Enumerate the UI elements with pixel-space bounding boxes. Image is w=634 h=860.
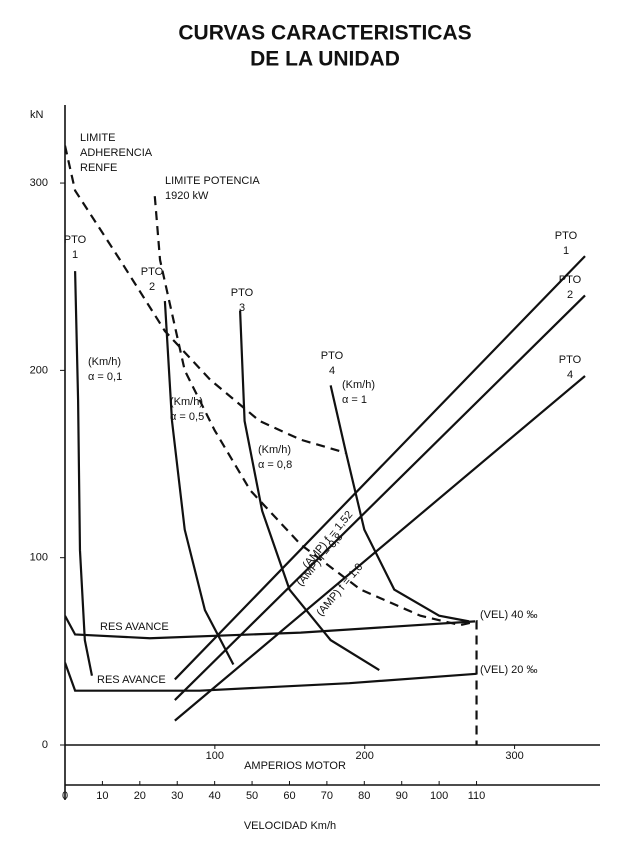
x-tick-label: 90: [396, 790, 408, 802]
annotation: PTO: [141, 266, 164, 278]
y-tick-label: 200: [30, 364, 48, 376]
curve: [238, 310, 380, 672]
curve: [329, 385, 470, 623]
curve: [174, 375, 586, 722]
annotation: (Km/h): [88, 356, 121, 368]
annotation: PTO: [559, 274, 582, 286]
x-tick-label: 30: [171, 790, 183, 802]
annotation: 3: [239, 302, 245, 314]
annotation: PTO: [64, 234, 87, 246]
y-tick-label: 0: [42, 739, 48, 751]
annotation: 1: [563, 245, 569, 257]
x2-tick-label: 300: [505, 750, 523, 762]
x2-tick-label: 100: [206, 750, 224, 762]
annotation: 2: [149, 281, 155, 293]
annotation: α = 0,8: [258, 459, 292, 471]
annotation: PTO: [231, 287, 254, 299]
x2-tick-label: 200: [356, 750, 374, 762]
curve: [163, 300, 235, 665]
annotation: RES AVANCE: [100, 621, 169, 633]
annotation: (Km/h): [170, 396, 203, 408]
x-tick-label: 60: [283, 790, 295, 802]
annotation: α = 0,5: [170, 411, 204, 423]
annotation: 1920 kW: [165, 190, 209, 202]
annotation: α = 0,1: [88, 371, 122, 383]
x2-axis-label: AMPERIOS MOTOR: [244, 760, 346, 772]
x-tick-label: 40: [209, 790, 221, 802]
annotation: 4: [567, 369, 573, 381]
annotation: RENFE: [80, 162, 117, 174]
x-tick-label: 20: [134, 790, 146, 802]
chart-title: DE LA UNIDAD: [250, 48, 400, 71]
x-axis-label: VELOCIDAD Km/h: [244, 820, 336, 832]
annotation: LIMITE: [80, 132, 115, 144]
x-tick-label: 0: [62, 790, 68, 802]
curve: [74, 271, 94, 676]
y-tick-label: 100: [30, 552, 48, 564]
annotation: ADHERENCIA: [80, 147, 153, 159]
curve: [65, 615, 476, 640]
curve: [174, 294, 586, 701]
annotation: (Km/h): [258, 444, 291, 456]
annotation: PTO: [321, 350, 344, 362]
annotation: (VEL) 40 ‰: [480, 609, 537, 621]
annotation: (AMP) f = 1,0: [314, 561, 365, 619]
x-tick-label: 70: [321, 790, 333, 802]
curve: [153, 196, 478, 745]
x-tick-label: 110: [468, 790, 486, 802]
annotation: PTO: [555, 230, 578, 242]
curve: [174, 255, 586, 681]
annotation: 2: [567, 289, 573, 301]
x-tick-label: 10: [96, 790, 108, 802]
annotation: 4: [329, 365, 335, 377]
annotation: (Km/h): [342, 379, 375, 391]
chart-title: CURVAS CARACTERISTICAS: [178, 22, 471, 45]
x-tick-label: 50: [246, 790, 258, 802]
annotation: LIMITE POTENCIA: [165, 175, 260, 187]
annotation: α = 1: [342, 394, 367, 406]
y-tick-label: 300: [30, 177, 48, 189]
x-tick-label: 80: [358, 790, 370, 802]
annotation: (VEL) 20 ‰: [480, 664, 537, 676]
curve: [65, 145, 346, 454]
x-tick-label: 100: [430, 790, 448, 802]
curve: [65, 662, 477, 692]
annotation: 1: [72, 249, 78, 261]
y-axis-label: kN: [30, 109, 44, 121]
annotation: PTO: [559, 354, 582, 366]
annotation: RES AVANCE: [97, 674, 166, 686]
